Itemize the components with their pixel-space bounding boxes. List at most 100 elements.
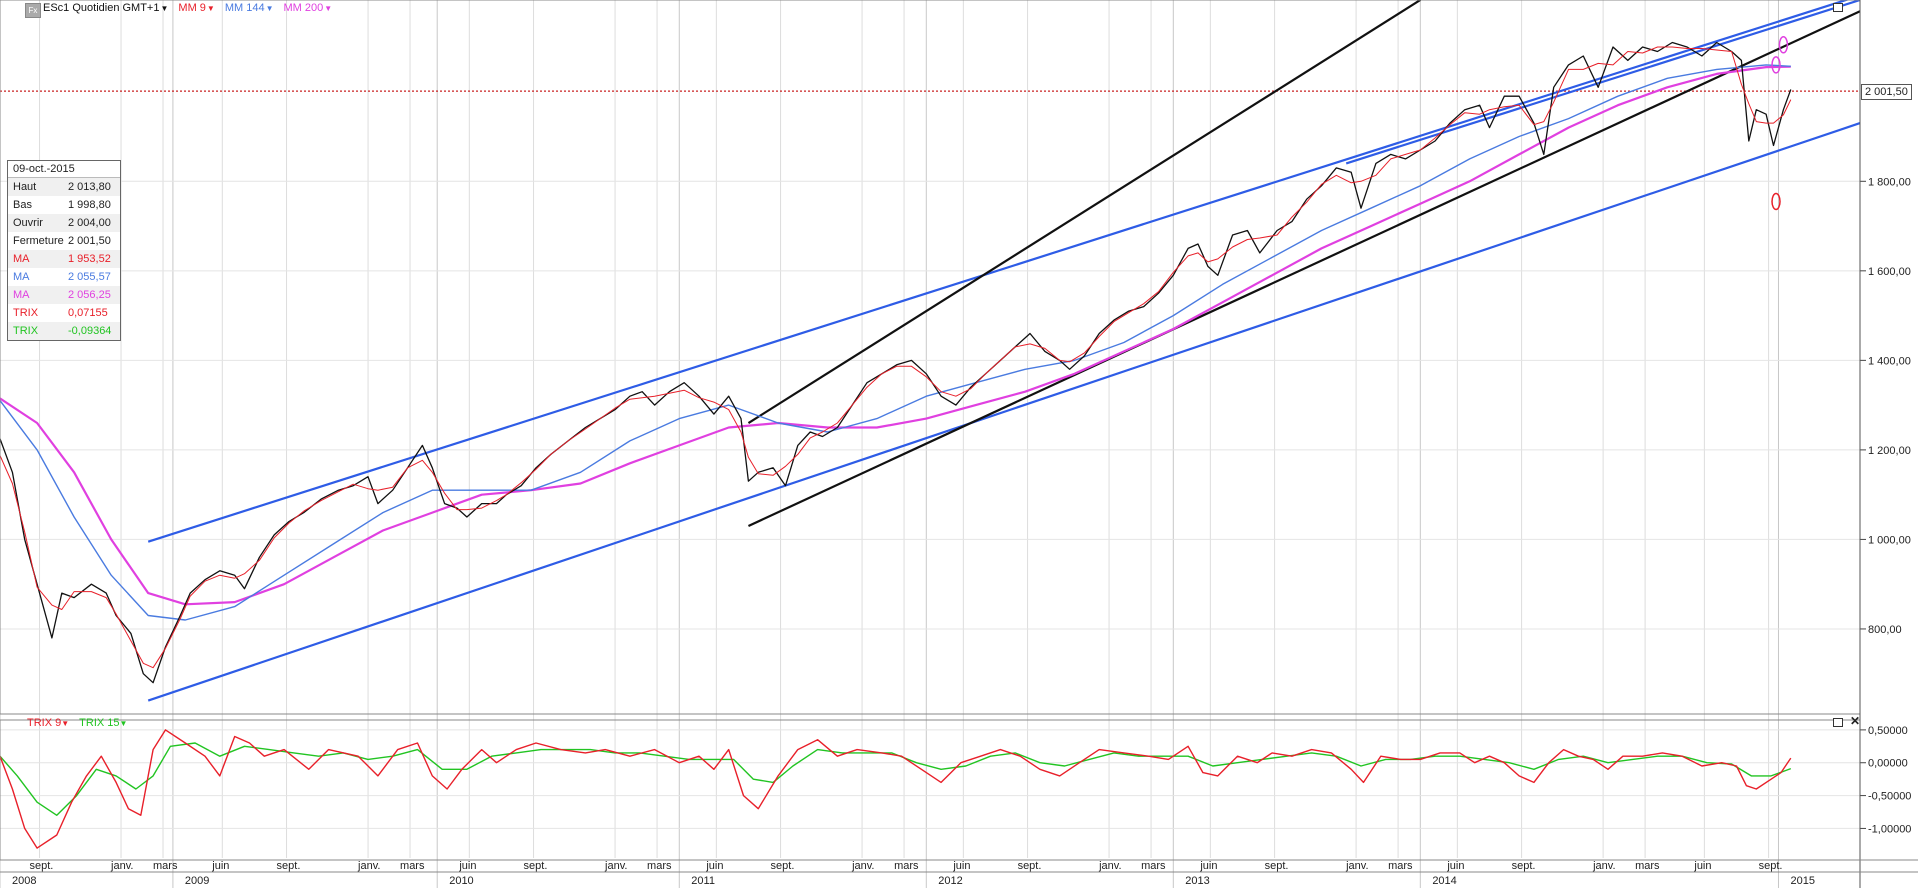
price-panel-border — [0, 0, 1861, 715]
trix-header: TRIX 9▼ TRIX 15▼ — [27, 717, 127, 729]
info-row: Ouvrir 2 004,00 — [8, 214, 120, 232]
x-month-label: janv. — [1098, 860, 1121, 872]
trendline — [747, 10, 1861, 527]
ma9-line — [0, 46, 1792, 669]
x-month-label: juin — [211, 860, 229, 872]
info-row-label: TRIX — [13, 325, 39, 337]
x-month-label: mars — [647, 860, 672, 872]
price-axis-tick-label: 1 000,00 — [1868, 534, 1911, 546]
x-month-label: mars — [1388, 860, 1413, 872]
info-date: 09-oct.-2015 — [8, 161, 120, 178]
maximize-price-panel-button[interactable] — [1833, 3, 1843, 12]
indicator-trix9[interactable]: TRIX 9▼ — [27, 717, 70, 729]
chevron-down-icon[interactable]: ▼ — [61, 719, 70, 728]
x-month-label: mars — [153, 860, 178, 872]
price-series — [0, 0, 1861, 702]
info-row-value: 2 001,50 — [68, 235, 111, 247]
price-axis-tick-label: 1 400,00 — [1868, 355, 1911, 367]
x-month-label: sept. — [1512, 860, 1536, 872]
trix9-line — [0, 729, 1792, 849]
info-row-value: 1 998,80 — [68, 199, 111, 211]
chart-header: ESc1 Quotidien GMT+1▼ MM 9▼ MM 144▼ MM 2… — [43, 2, 332, 14]
trendline — [147, 122, 1861, 702]
trix15-line — [0, 742, 1792, 816]
x-month-label: juin — [1199, 860, 1217, 872]
info-panel: 09-oct.-2015 Haut 2 013,80 Bas 1 998,80 Ouvr… — [7, 160, 121, 341]
info-row-label: Bas — [13, 199, 32, 211]
indicator-trix15[interactable]: TRIX 15▼ — [79, 717, 128, 729]
info-row-label: MA — [13, 253, 30, 265]
maximize-trix-panel-button[interactable] — [1833, 718, 1843, 727]
x-month-label: janv. — [851, 860, 874, 872]
info-row: MA 1 953,52 — [8, 250, 120, 268]
annotation-ellipse — [1771, 56, 1781, 74]
annotation-ellipse — [1771, 192, 1781, 211]
formula-icon[interactable]: Fx — [25, 3, 41, 18]
x-month-label: sept. — [771, 860, 795, 872]
info-row-value: 2 056,25 — [68, 289, 111, 301]
info-row: Bas 1 998,80 — [8, 196, 120, 214]
x-month-label: juin — [458, 860, 476, 872]
info-row-label: TRIX — [13, 307, 39, 319]
price-axis-tick-label: 1 800,00 — [1868, 176, 1911, 188]
x-year-label: 2008 — [12, 875, 36, 887]
x-month-label: mars — [1635, 860, 1660, 872]
trix-axis-tick-label: -0,50000 — [1868, 791, 1911, 803]
x-month-label: juin — [705, 860, 723, 872]
x-year-label: 2012 — [938, 875, 962, 887]
x-month-label: juin — [952, 860, 970, 872]
info-row: Fermeture 2 001,50 — [8, 232, 120, 250]
x-month-label: janv. — [110, 860, 133, 872]
x-month-label: mars — [1141, 860, 1166, 872]
x-month-label: sept. — [1759, 860, 1783, 872]
indicator-mm200[interactable]: MM 200▼ — [283, 2, 333, 14]
x-month-label: sept. — [30, 860, 54, 872]
chevron-down-icon[interactable]: ▼ — [160, 4, 169, 13]
x-month-label: sept. — [524, 860, 548, 872]
price-axis-tick-label: 1 200,00 — [1868, 445, 1911, 457]
x-month-label: juin — [1693, 860, 1711, 872]
info-row-value: 1 953,52 — [68, 253, 111, 265]
trendline — [147, 0, 1850, 543]
x-year-label: 2011 — [691, 875, 715, 887]
info-row: TRIX 0,07155 — [8, 304, 120, 322]
info-row-value: 2 055,57 — [68, 271, 111, 283]
x-month-label: janv. — [1345, 860, 1368, 872]
x-month-label: sept. — [1265, 860, 1289, 872]
info-row: Haut 2 013,80 — [8, 178, 120, 196]
price-axis-tick-label: 1 600,00 — [1868, 266, 1911, 278]
x-month-label: mars — [894, 860, 919, 872]
info-row-label: Ouvrir — [13, 217, 43, 229]
info-row: MA 2 055,57 — [8, 268, 120, 286]
price-line — [0, 41, 1792, 684]
info-row-label: MA — [13, 271, 30, 283]
ma144-line — [0, 64, 1791, 621]
x-month-label: sept. — [277, 860, 301, 872]
trix-axis-tick-label: 0,50000 — [1868, 725, 1908, 737]
info-rows: Haut 2 013,80 Bas 1 998,80 Ouvrir 2 004,00 Fer… — [8, 178, 120, 340]
info-row-value: 0,07155 — [68, 307, 108, 319]
price-axis-tick-label: 800,00 — [1868, 624, 1902, 636]
chevron-down-icon[interactable]: ▼ — [206, 4, 215, 13]
chevron-down-icon[interactable]: ▼ — [265, 4, 274, 13]
info-row-value: -0,09364 — [68, 325, 112, 337]
x-year-label: 2014 — [1432, 875, 1456, 887]
info-row-label: Haut — [13, 181, 37, 193]
close-trix-panel-icon[interactable]: ✕ — [1850, 714, 1861, 728]
annotation-ellipse — [1778, 36, 1789, 54]
trendline — [1345, 0, 1861, 165]
trendline — [747, 0, 1421, 424]
x-year-label: 2009 — [185, 875, 209, 887]
chevron-down-icon[interactable]: ▼ — [119, 719, 128, 728]
x-month-label: juin — [1446, 860, 1464, 872]
indicator-mm144[interactable]: MM 144▼ — [224, 2, 274, 14]
trix-series — [0, 729, 1792, 849]
trix-axis-tick-label: -1,00000 — [1868, 823, 1911, 835]
symbol-label[interactable]: ESc1 Quotidien GMT+1▼ — [43, 2, 169, 14]
chevron-down-icon[interactable]: ▼ — [324, 4, 333, 13]
indicator-mm9[interactable]: MM 9▼ — [178, 2, 215, 14]
info-row-value: 2 004,00 — [68, 217, 111, 229]
annotation-markers — [1771, 36, 1789, 211]
